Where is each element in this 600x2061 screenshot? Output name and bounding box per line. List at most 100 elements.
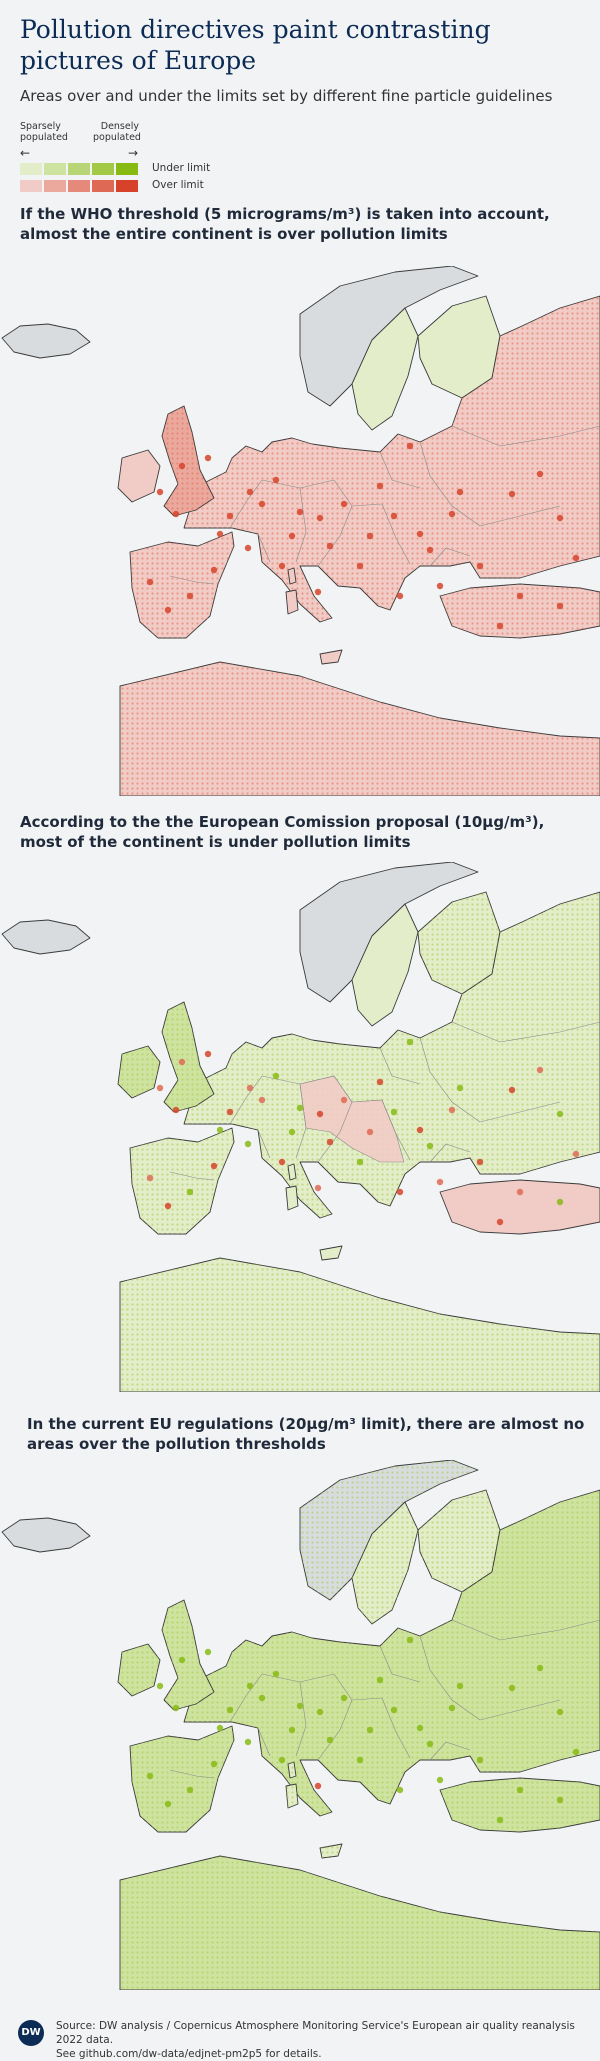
city-hotspot-30 — [406, 1636, 414, 1644]
border-10 — [379, 451, 421, 489]
legend-swatch-over-1 — [20, 180, 42, 192]
city-hotspot-18 — [390, 1108, 398, 1116]
border-8 — [479, 1101, 561, 1123]
land-mainland-texture — [184, 892, 600, 1218]
city-hotspot-29 — [572, 554, 580, 562]
city-hotspot-15 — [186, 592, 194, 600]
land-turkey — [439, 1179, 600, 1235]
legend-under-label: Under limit — [152, 162, 211, 174]
land-gb-texture — [162, 406, 214, 516]
land-africa-texture — [120, 1258, 600, 1392]
city-hotspot-9 — [288, 1128, 296, 1136]
city-hotspot-33 — [356, 1756, 364, 1764]
land-finland-texture — [418, 1490, 500, 1592]
map-landmasses — [1, 1460, 600, 1990]
city-hotspot-39 — [426, 1740, 434, 1748]
city-hotspot-23 — [536, 470, 544, 478]
legend-swatch-over-2 — [44, 180, 66, 192]
map-city-hotspots — [146, 442, 580, 630]
land-sicily — [319, 649, 343, 665]
border-7 — [419, 1635, 481, 1721]
city-hotspot-2 — [156, 488, 164, 496]
city-hotspot-20 — [448, 1704, 456, 1712]
border-9 — [451, 425, 600, 447]
page-title: Pollution directives paint contrasting p… — [20, 15, 491, 75]
border-10 — [379, 1047, 421, 1085]
city-hotspot-17 — [366, 532, 374, 540]
map-landmasses — [1, 862, 600, 1392]
city-hotspot-26 — [516, 1188, 524, 1196]
city-hotspot-19 — [416, 1724, 424, 1732]
city-hotspot-15 — [186, 1786, 194, 1794]
land-iberia-texture — [130, 532, 234, 638]
city-hotspot-38 — [178, 462, 186, 470]
city-hotspot-40 — [326, 542, 334, 550]
legend-row-over: Over limit — [20, 178, 220, 195]
land-mainland-texture — [184, 296, 600, 622]
map-ec-proposal — [0, 862, 600, 1392]
city-hotspot-28 — [496, 1218, 504, 1226]
city-hotspot-35 — [246, 488, 254, 496]
land-ireland-texture — [118, 1644, 160, 1696]
city-hotspot-9 — [288, 532, 296, 540]
land-norway-texture — [300, 1460, 478, 1600]
city-hotspot-29 — [572, 1748, 580, 1756]
city-hotspot-16 — [164, 606, 172, 614]
source-line-1: Source: DW analysis / Copernicus Atmosph… — [56, 2020, 575, 2046]
city-hotspot-17 — [366, 1726, 374, 1734]
land-sweden — [351, 307, 419, 431]
land-turkey-texture — [440, 584, 600, 638]
city-hotspot-29 — [572, 1150, 580, 1158]
border-9 — [451, 1021, 600, 1043]
legend-swatch-under-2 — [44, 163, 66, 175]
legend-swatch-under-1 — [20, 163, 42, 175]
city-hotspot-34 — [396, 1786, 404, 1794]
border-8 — [479, 1699, 561, 1721]
footer: DW Source: DW analysis / Copernicus Atmo… — [18, 2016, 588, 2060]
land-ireland — [117, 449, 161, 503]
city-hotspot-7 — [316, 1708, 324, 1716]
land-sardinia-texture — [286, 1784, 298, 1808]
dw-logo-icon: DW — [18, 2020, 44, 2046]
legend: Sparsely populated Densely populated ← →… — [20, 121, 220, 195]
land-corsica — [287, 567, 297, 585]
city-hotspot-19 — [416, 1126, 424, 1134]
city-hotspot-2 — [156, 1682, 164, 1690]
border-1 — [229, 1075, 263, 1125]
city-hotspot-30 — [406, 442, 414, 450]
land-mainland-texture — [184, 1490, 600, 1816]
city-hotspot-24 — [556, 1708, 564, 1716]
city-hotspot-1 — [172, 1106, 180, 1114]
city-hotspot-39 — [426, 1142, 434, 1150]
border-7 — [419, 1037, 481, 1123]
map-city-hotspots — [146, 1636, 580, 1824]
city-hotspot-1 — [172, 510, 180, 518]
city-hotspot-33 — [356, 562, 364, 570]
city-hotspot-17 — [366, 1128, 374, 1136]
city-hotspot-28 — [496, 1816, 504, 1824]
city-hotspot-13 — [210, 1162, 218, 1170]
city-hotspot-35 — [246, 1682, 254, 1690]
map-landmasses — [1, 266, 600, 796]
city-hotspot-22 — [508, 490, 516, 498]
border-11 — [257, 1727, 271, 1757]
city-hotspot-12 — [244, 1738, 252, 1746]
legend-density-labels: Sparsely populated Densely populated — [20, 121, 220, 149]
city-hotspot-16 — [164, 1800, 172, 1808]
city-hotspot-15 — [186, 1188, 194, 1196]
city-hotspot-8 — [340, 1694, 348, 1702]
city-hotspot-2 — [156, 1084, 164, 1092]
border-12 — [169, 1171, 215, 1181]
map-borders — [169, 425, 600, 585]
source-note: Source: DW analysis / Copernicus Atmosph… — [56, 2019, 586, 2061]
map-who-threshold — [0, 266, 600, 796]
city-hotspot-34 — [396, 1188, 404, 1196]
city-hotspot-3 — [216, 1724, 224, 1732]
border-6 — [317, 1101, 353, 1163]
city-hotspot-27 — [556, 602, 564, 610]
land-finland-texture — [418, 892, 500, 994]
border-7 — [419, 441, 481, 527]
city-hotspot-24 — [556, 514, 564, 522]
city-hotspot-21 — [456, 488, 464, 496]
city-hotspot-8 — [340, 1096, 348, 1104]
